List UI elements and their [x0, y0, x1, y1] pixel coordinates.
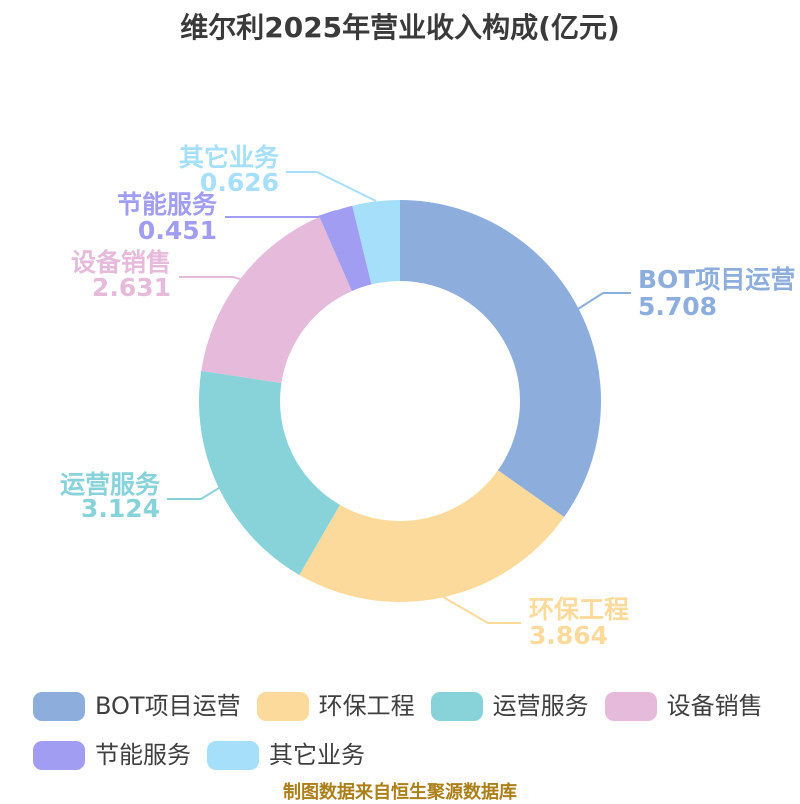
label-leader-line-2 — [442, 596, 521, 624]
label-leader-line-1 — [577, 292, 631, 310]
chart-title: 维尔利2025年营业收入构成(亿元) — [180, 11, 620, 44]
segment-label-name-4: 设备销售 — [71, 248, 171, 277]
legend-swatch-icon — [256, 692, 309, 721]
segment-label-value-6: 0.626 — [200, 168, 279, 197]
legend-item-3[interactable]: 运营服务 — [430, 692, 589, 721]
segment-label-value-3: 3.124 — [81, 494, 160, 523]
pie-segment-3[interactable] — [198, 370, 340, 575]
segment-label-value-5: 0.451 — [138, 216, 217, 245]
legend-label: 运营服务 — [492, 692, 589, 720]
legend-label: 节能服务 — [95, 741, 191, 769]
pie-segment-5[interactable] — [319, 205, 372, 292]
legend-label: BOT项目运营 — [95, 692, 241, 720]
legend-label: 设备销售 — [666, 692, 763, 720]
label-leader-line-6 — [286, 171, 377, 202]
legend-swatch-icon — [207, 741, 259, 770]
segment-label-value-2: 3.864 — [529, 621, 608, 650]
legend-item-6[interactable]: 其它业务 — [207, 741, 365, 770]
label-leader-line-5 — [225, 210, 337, 218]
legend-row-2: 节能服务 其它业务 — [33, 741, 365, 770]
legend-label: 环保工程 — [318, 692, 415, 720]
legend-item-2[interactable]: 环保工程 — [256, 692, 415, 721]
legend-row-1: BOT项目运营 环保工程 运营服务 设备销售 — [33, 692, 763, 721]
segment-label-value-4: 2.631 — [92, 273, 171, 302]
legend-swatch-icon — [33, 741, 85, 770]
pie-segment-6[interactable] — [352, 200, 400, 285]
legend-item-5[interactable]: 节能服务 — [33, 741, 191, 770]
segment-label-name-1: BOT项目运营 — [638, 265, 795, 294]
pie-segment-4[interactable] — [201, 216, 352, 383]
legend-swatch-icon — [33, 692, 85, 721]
legend-swatch-icon — [604, 692, 657, 721]
label-leader-line-3 — [167, 487, 220, 500]
segment-label-name-5: 节能服务 — [117, 190, 217, 219]
legend-swatch-icon — [430, 692, 483, 721]
pie-segment-1[interactable] — [400, 200, 601, 518]
segment-label-name-2: 环保工程 — [529, 595, 629, 624]
data-source-note: 制图数据来自恒生聚源数据库 — [283, 782, 517, 803]
label-leader-line-4 — [179, 276, 241, 280]
pie-segment-2[interactable] — [299, 470, 565, 603]
segment-label-value-1: 5.708 — [638, 292, 717, 321]
legend-item-4[interactable]: 设备销售 — [604, 692, 763, 721]
legend-label: 其它业务 — [269, 741, 365, 769]
segment-label-name-3: 运营服务 — [60, 470, 160, 499]
segment-label-name-6: 其它业务 — [179, 143, 279, 172]
legend-item-1[interactable]: BOT项目运营 — [33, 692, 241, 721]
